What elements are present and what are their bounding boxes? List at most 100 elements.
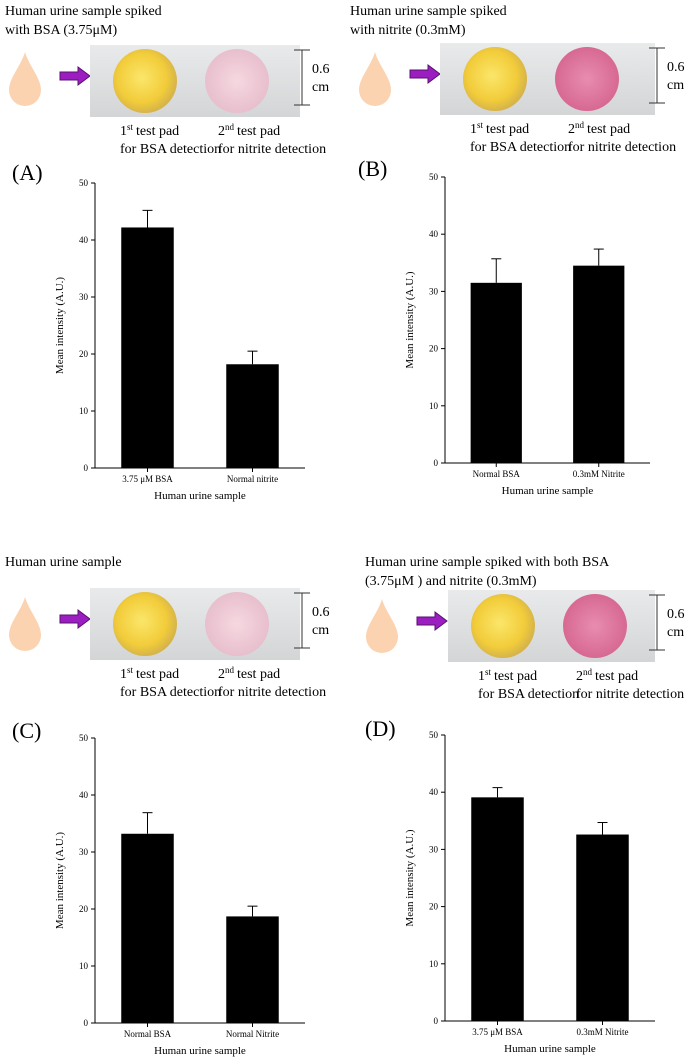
pad-ordinal: 2 (568, 122, 575, 137)
arrow-icon (59, 609, 91, 629)
x-tick-label: Normal nitrite (227, 474, 278, 484)
pad-label-text: test pad (237, 124, 280, 139)
y-tick-label: 40 (429, 229, 439, 239)
y-tick-label: 10 (79, 406, 89, 416)
y-tick-label: 50 (429, 172, 439, 182)
y-tick-label: 10 (429, 959, 439, 969)
pad-ordinal: 1 (120, 124, 127, 139)
y-axis-label: Mean intensity (A.U.) (54, 277, 66, 374)
arrow-icon (409, 64, 441, 84)
y-tick-label: 50 (79, 733, 89, 743)
x-tick-label: 3.75 μM BSA (122, 474, 173, 484)
scale-label: cm (312, 623, 329, 638)
x-axis-label: Human urine sample (154, 490, 246, 502)
pad-detail: for nitrite detection (576, 687, 684, 702)
pad-label: 1st test pad (478, 667, 537, 684)
x-tick-label: 0.3mM Nitrite (577, 1027, 629, 1037)
pad-detail: for nitrite detection (568, 140, 676, 155)
scale-label: cm (667, 625, 684, 640)
pad-ordinal: 1 (478, 669, 485, 684)
pad-label: 1st test pad (120, 122, 179, 139)
pad-detail: for BSA detection (470, 140, 571, 155)
pad-label-text: test pad (237, 667, 280, 682)
x-axis-label: Human urine sample (504, 1043, 596, 1055)
x-tick-label: Normal Nitrite (226, 1029, 279, 1039)
x-tick-label: 3.75 μM BSA (472, 1027, 523, 1037)
arrow-icon (59, 66, 91, 86)
nitrite-test-pad (555, 47, 619, 111)
bar (576, 834, 629, 1021)
panel-caption: Human urine sample spiked (5, 4, 162, 19)
scale-label: 0.6 (667, 607, 685, 622)
pad-label-text: test pad (595, 669, 638, 684)
y-tick-label: 40 (429, 787, 439, 797)
pad-detail: for BSA detection (478, 687, 579, 702)
pad-ordinal-suffix: nd (575, 120, 585, 130)
scale-label: 0.6 (312, 605, 330, 620)
y-tick-label: 0 (84, 463, 89, 473)
bar (121, 227, 174, 468)
y-tick-label: 40 (79, 790, 89, 800)
pad-ordinal-suffix: nd (583, 667, 593, 677)
bar (121, 833, 174, 1023)
pad-label: 2nd test pad (568, 120, 630, 137)
y-tick-label: 0 (434, 458, 439, 468)
pad-ordinal-suffix: st (485, 667, 492, 677)
y-tick-label: 50 (429, 730, 439, 740)
panel-caption: with nitrite (0.3mM) (350, 23, 466, 38)
panel-label: (D) (365, 716, 396, 741)
scale-label: cm (667, 78, 684, 93)
y-tick-label: 0 (434, 1016, 439, 1026)
pad-label: 1st test pad (120, 665, 179, 682)
pad-ordinal: 1 (120, 667, 127, 682)
x-axis-label: Human urine sample (502, 485, 594, 497)
y-tick-label: 30 (79, 292, 89, 302)
bsa-test-pad (463, 47, 527, 111)
panel-label: (A) (12, 160, 43, 185)
pad-detail: for nitrite detection (218, 142, 326, 157)
y-tick-label: 0 (84, 1018, 89, 1028)
panel-label: (C) (12, 718, 41, 743)
panel-caption: Human urine sample spiked with both BSA (365, 555, 610, 570)
pad-label-text: test pad (486, 122, 529, 137)
pad-label: 2nd test pad (576, 667, 638, 684)
pad-ordinal: 2 (576, 669, 583, 684)
bar (226, 364, 279, 468)
y-tick-label: 40 (79, 235, 89, 245)
bar (573, 265, 625, 463)
pad-detail: for nitrite detection (218, 685, 326, 700)
pad-label: 2nd test pad (218, 665, 280, 682)
pad-label-text: test pad (587, 122, 630, 137)
pad-ordinal: 2 (218, 667, 225, 682)
pad-label-text: test pad (494, 669, 537, 684)
x-tick-label: Normal BSA (473, 469, 521, 479)
x-axis-label: Human urine sample (154, 1045, 246, 1057)
y-axis-label: Mean intensity (A.U.) (404, 271, 416, 368)
y-axis-label: Mean intensity (A.U.) (54, 832, 66, 929)
droplet-icon (366, 599, 398, 653)
pad-label-text: test pad (136, 667, 179, 682)
panel-caption: (3.75μM ) and nitrite (0.3mM) (365, 574, 537, 589)
scale-label: 0.6 (667, 60, 685, 75)
pad-label: 1st test pad (470, 120, 529, 137)
y-tick-label: 10 (79, 961, 89, 971)
y-tick-label: 50 (79, 178, 89, 188)
pad-label: 2nd test pad (218, 122, 280, 139)
pad-ordinal: 1 (470, 122, 477, 137)
pad-detail: for BSA detection (120, 142, 221, 157)
panel-label: (B) (358, 156, 387, 181)
pad-ordinal-suffix: st (127, 122, 134, 132)
panel-caption: with BSA (3.75μM) (5, 23, 117, 38)
y-tick-label: 30 (429, 844, 439, 854)
droplet-icon (9, 597, 41, 651)
scale-label: 0.6 (312, 62, 330, 77)
bar (471, 797, 524, 1021)
y-tick-label: 20 (429, 344, 439, 354)
y-axis-label: Mean intensity (A.U.) (404, 829, 416, 926)
pad-detail: for BSA detection (120, 685, 221, 700)
pad-ordinal: 2 (218, 124, 225, 139)
y-tick-label: 30 (429, 286, 439, 296)
x-tick-label: 0.3mM Nitrite (573, 469, 625, 479)
